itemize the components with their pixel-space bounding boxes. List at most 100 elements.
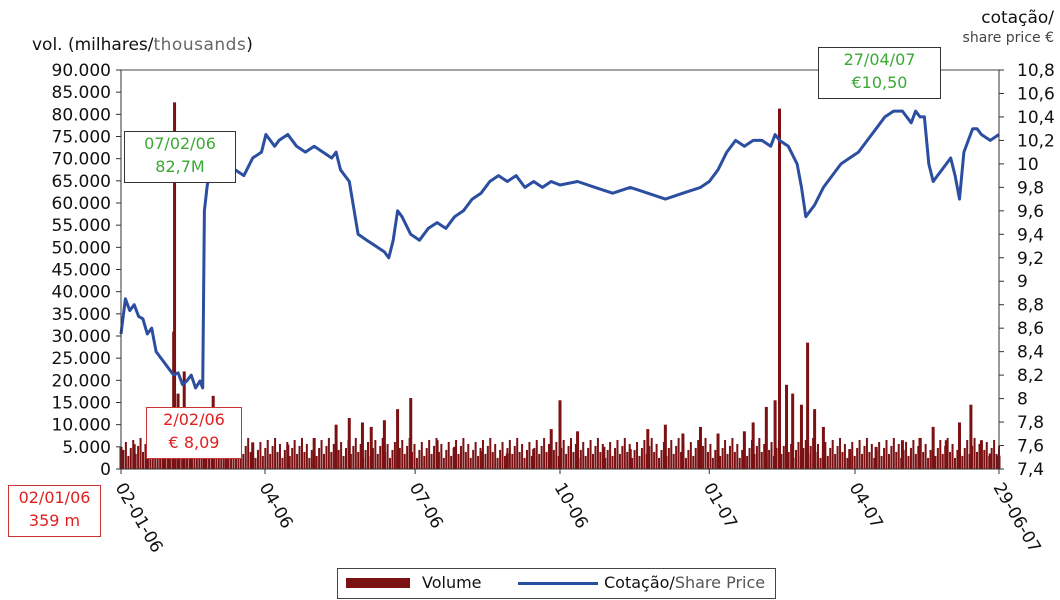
y-right-tick-label: 9 — [1017, 272, 1028, 292]
x-tick-label: 01-07 — [699, 480, 741, 533]
volume-bar — [971, 445, 974, 469]
volume-bar — [944, 445, 947, 469]
volume-bar — [491, 451, 494, 469]
volume-bar — [988, 453, 992, 469]
volume-bar — [755, 445, 758, 469]
volume-bar — [418, 449, 421, 469]
volume-bar — [821, 426, 825, 469]
volume-bar — [682, 443, 685, 469]
volume-bar — [763, 443, 766, 469]
volume-bar — [790, 443, 793, 469]
volume-bar — [797, 441, 800, 469]
volume-bar — [315, 455, 318, 469]
volume-bar — [865, 437, 868, 469]
annotation-min-volume: 02/01/06 359 m — [8, 485, 101, 537]
volume-bar — [430, 453, 433, 469]
volume-bar — [716, 441, 719, 469]
volume-bar — [555, 441, 558, 469]
volume-bar — [914, 453, 917, 469]
volume-bar — [667, 447, 670, 469]
volume-bar — [310, 449, 313, 469]
volume-bar — [711, 457, 714, 469]
x-tick-label: 04-06 — [255, 480, 297, 533]
volume-bar — [308, 457, 311, 469]
volume-bar — [848, 449, 851, 469]
volume-bar — [447, 441, 450, 469]
volume-bar — [340, 441, 343, 469]
legend-price-label: Cotação/Share Price — [604, 573, 766, 592]
volume-bar — [746, 455, 749, 469]
volume-bar — [442, 457, 445, 469]
volume-bar — [286, 441, 289, 469]
volume-bar — [929, 449, 932, 469]
volume-bar — [604, 457, 607, 469]
volume-bar — [975, 451, 978, 469]
volume-bar — [501, 441, 504, 469]
volume-bar — [127, 455, 130, 469]
y-right-tick-label: 8,6 — [1017, 319, 1044, 339]
x-tick-label: 04-07 — [845, 480, 887, 533]
volume-bar — [939, 439, 942, 469]
x-tick-label: 29-06-07 — [989, 480, 1045, 557]
volume-bar — [215, 453, 218, 469]
volume-bar — [626, 451, 629, 469]
volume-bar — [244, 445, 247, 469]
volume-bar — [259, 441, 262, 469]
volume-bar — [129, 447, 132, 469]
volume-bar — [337, 449, 340, 469]
volume-bar — [602, 446, 606, 469]
volume-bar — [628, 443, 631, 469]
volume-bar — [411, 451, 414, 469]
volume-bar — [934, 455, 937, 469]
volume-bar — [415, 457, 418, 469]
volume-bar — [168, 451, 171, 469]
volume-bar — [516, 437, 519, 469]
volume-bar — [403, 453, 406, 469]
volume-bar — [944, 440, 948, 469]
volume-bar — [334, 424, 338, 469]
volume-bar — [655, 443, 658, 469]
volume-bar — [557, 455, 560, 469]
price-line — [119, 109, 1000, 390]
volume-bar — [305, 443, 308, 469]
volume-bar — [359, 443, 362, 469]
volume-bar — [587, 447, 590, 469]
volume-bar — [887, 453, 890, 469]
volume-bar — [875, 449, 878, 469]
volume-bar — [606, 449, 609, 469]
volume-bar — [393, 441, 396, 469]
x-tick-label: 07-06 — [405, 480, 447, 533]
volume-bar — [817, 443, 820, 469]
volume-bar — [709, 443, 712, 469]
volume-bar — [124, 441, 127, 469]
volume-bar — [508, 439, 511, 469]
volume-bar — [535, 439, 538, 469]
y-right-tick-label: 8,8 — [1017, 296, 1044, 316]
volume-bar — [956, 449, 959, 469]
volume-bar — [770, 441, 773, 469]
volume-bar — [812, 437, 815, 469]
volume-bar — [806, 342, 810, 469]
volume-bar — [494, 443, 497, 469]
volume-bar — [330, 451, 333, 469]
volume-bar — [973, 437, 976, 469]
y-right-tick-label: 7,6 — [1017, 437, 1044, 457]
volume-bar — [545, 451, 548, 469]
y-right-tick-label: 9,8 — [1017, 178, 1044, 198]
volume-bar — [467, 443, 470, 469]
volume-bar — [511, 453, 514, 469]
volume-bar — [966, 439, 969, 469]
annotation-max-volume: 07/02/06 82,7M — [124, 131, 236, 183]
volume-bar — [917, 445, 920, 469]
volume-bar — [291, 447, 294, 469]
y-axis-left-label: vol. (milhares/thousands) — [32, 35, 253, 55]
volume-bar — [142, 451, 145, 469]
volume-bar — [851, 441, 854, 469]
y-right-tick-label: 10,4 — [1017, 108, 1055, 128]
volume-bar — [274, 437, 277, 469]
volume-bar — [425, 447, 428, 469]
volume-bar — [320, 439, 323, 469]
volume-bar — [445, 449, 448, 469]
volume-bar — [584, 455, 587, 469]
